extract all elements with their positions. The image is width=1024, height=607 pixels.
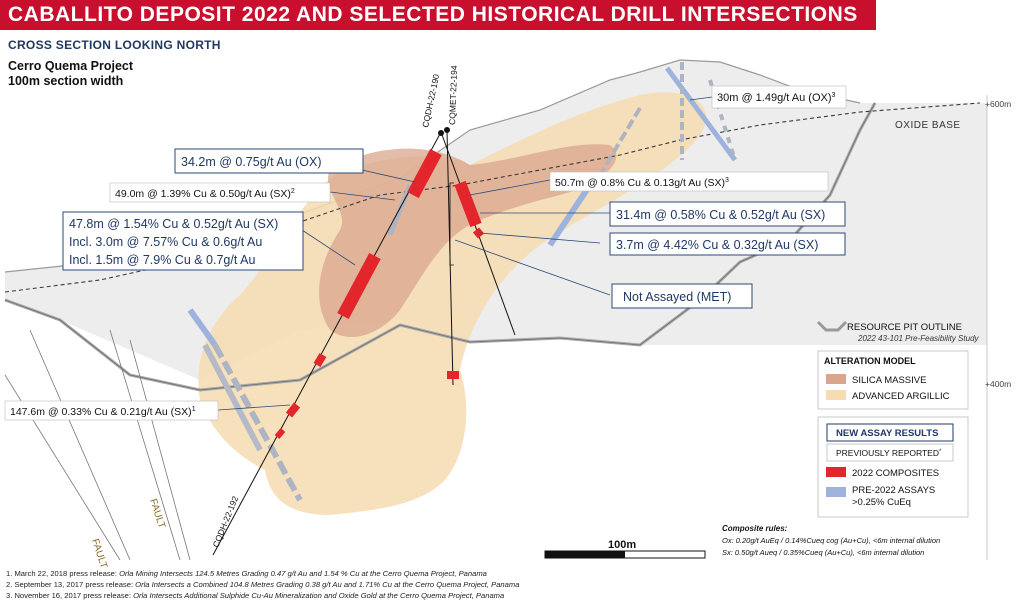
leader-lines [217,96,713,411]
composite-c [274,428,286,439]
footnote-2: 2. September 13, 2017 press release: Orl… [6,580,520,589]
legend-pre2022-line1: PRE-2022 ASSAYS [852,485,935,496]
section-subtitle: CROSS SECTION LOOKING NORTH [8,38,221,52]
rules-title: Composite rules: [722,524,788,533]
elevation-600: +600m [985,99,1011,109]
project-info: Cerro Quema Project 100m section width [8,59,133,89]
callout-box-6 [609,201,846,227]
legend-pit-sub: 2022 43-101 Pre-Feasibility Study [857,334,980,343]
hist-hole-h [202,343,263,452]
scale-bar-fill [545,551,625,558]
callout-i5-line1: 47.8m @ 1.54% Cu & 0.52g/t Au (SX) [69,217,278,231]
hole-label-cqmet-22-194: CQMET-22-194 [447,65,459,125]
page-title: CABALLITO DEPOSIT 2022 AND SELECTED HIST… [8,3,858,26]
historical-holes [187,62,738,502]
drillhole-cqdh-22-192-trace [212,131,442,556]
legend-pit-outline: RESOURCE PIT OUTLINE [847,322,962,333]
callout-i9: 147.6m @ 0.33% Cu & 0.21g/t Au (SX)1 [10,406,196,418]
callout-i8: Not Assayed (MET) [623,290,731,304]
legend-pre2022-line2: >0.25% CuEq [852,497,911,508]
hist-hole-e [547,183,593,247]
callout-i4: 50.7m @ 0.8% Cu & 0.13g/t Au (SX)3 [555,177,729,189]
callout-box-1 [711,85,847,109]
composite-a [313,352,327,368]
composite-194b [472,227,485,239]
callout-i2: 34.2m @ 0.75g/t Au (OX) [181,155,322,169]
fault-line-2 [109,329,181,561]
oxide-base-label: OXIDE BASE [895,120,961,131]
legend-silica: SILICA MASSIVE [852,375,926,386]
legend-alteration-title: ALTERATION MODEL [824,356,916,366]
composite-194 [454,180,482,228]
project-name: Cerro Quema Project [8,59,134,73]
silica-massive-zone [319,144,617,338]
callout-i5-line3: Incl. 1.5m @ 7.9% Cu & 0.7g/t Au [69,253,255,267]
composite-b [285,402,301,418]
hist-hole-f [187,308,218,347]
fault-label-2: FAULT [147,498,167,530]
callout-box-3 [109,182,331,203]
callout-i7: 3.7m @ 4.42% Cu & 0.32g/t Au (SX) [616,238,818,252]
scale-label: 100m [608,539,636,551]
fault-label-1: FAULT [89,538,109,570]
hist-hole-g [212,343,303,502]
collar-1 [438,130,444,136]
hist-hole-d [598,106,642,177]
callout-i6: 31.4m @ 0.58% Cu & 0.52g/t Au (SX) [616,208,825,222]
elevation-400: +400m [985,379,1011,389]
legend-silica-swatch [826,374,846,384]
legend-pre2022-swatch [826,487,846,497]
footnote-3: 3. November 16, 2017 press release: Orla… [6,591,505,600]
section-width: 100m section width [8,74,124,88]
rule-ox: Ox: 0.20g/t AuEq / 0.14%Cueq cog (Au+Cu)… [722,536,940,545]
composites-2022 [274,148,485,439]
legend-new-assay: NEW ASSAY RESULTS [836,428,938,439]
legend-pit-symbol [816,320,848,332]
legend-composite-swatch [826,467,846,477]
callout-box-8 [611,283,753,309]
callout-box-9 [4,400,219,421]
hole-label-cqdh-22-190: CQDH-22-190 [420,73,441,128]
fault-line-1b [29,329,131,561]
legend-new-assay-box [826,423,954,442]
callout-box-4 [549,171,829,192]
legend-previously: PREVIOUSLY REPORTED* [836,448,942,458]
callout-i5-line2: Incl. 3.0m @ 7.57% Cu & 0.6g/t Au [69,235,262,249]
hist-hole-i [387,184,413,236]
title-banner: CABALLITO DEPOSIT 2022 AND SELECTED HIST… [0,0,876,30]
composite-ox [407,148,442,199]
footnote-1: 1. March 22, 2018 press release: Orla Mi… [6,569,487,578]
legend-argillic-swatch [826,390,846,400]
oxide-base-line [4,102,981,293]
hole-label-cqdh-22-192: CQDH-22-192 [211,494,241,548]
legend-composites: 2022 COMPOSITES [852,468,939,479]
callout-box-7 [609,232,846,256]
fault-line-2b [129,339,191,561]
callout-i3: 49.0m @ 1.39% Cu & 0.50g/t Au (SX)2 [115,188,295,200]
composite-sx-main [337,252,381,320]
not-assayed-bracket [449,182,454,266]
footnotes: 1. March 22, 2018 press release: Orla Mi… [6,568,519,601]
hist-hole-a [664,66,738,162]
legend-argillic: ADVANCED ARGILLIC [852,391,950,402]
callout-box-2 [174,148,364,174]
callout-box-5 [62,211,304,271]
collar-2 [444,127,450,133]
callout-i1: 30m @ 1.49g/t Au (OX)3 [717,92,836,104]
rule-sx: Sx: 0.50g/t Aueq / 0.35%Cueq (Au+Cu), <6… [722,548,924,557]
legend-previously-box [826,443,954,462]
